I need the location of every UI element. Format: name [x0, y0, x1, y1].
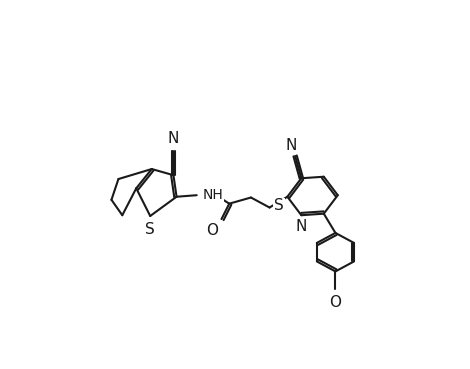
Text: O: O: [206, 223, 219, 238]
Text: N: N: [168, 131, 179, 146]
Text: O: O: [329, 294, 341, 310]
Text: N: N: [286, 138, 297, 154]
Text: N: N: [296, 219, 307, 234]
Text: S: S: [145, 222, 155, 237]
Text: NH: NH: [202, 188, 223, 202]
Text: S: S: [274, 199, 284, 214]
